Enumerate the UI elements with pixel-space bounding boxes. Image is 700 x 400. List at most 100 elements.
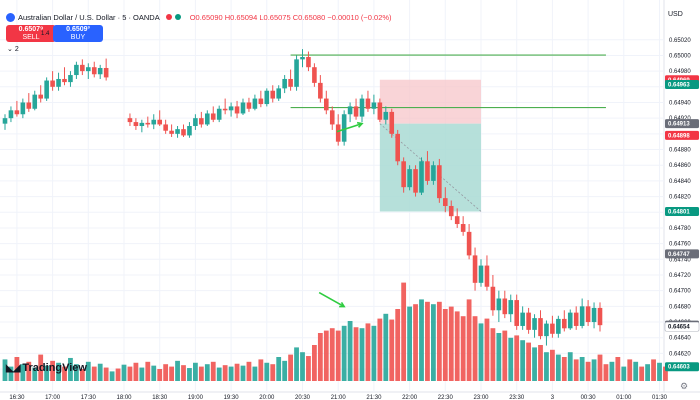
candle-body [14,110,20,115]
candle-body [91,67,97,75]
candle-body [26,102,32,109]
volume-bar [228,366,234,381]
candle-body [175,129,180,134]
volume-bar [395,309,401,381]
volume-bar [300,352,305,381]
price-badge-label: 0.64801 [668,209,690,215]
volume-bar [234,363,240,381]
candle-body [300,57,305,60]
volume-bar [633,361,639,381]
candle-body [246,102,252,109]
candle-body [448,205,454,217]
volume-bar [484,318,490,381]
volume-bar [32,367,38,381]
candle-body [216,108,222,120]
volume-bar [413,304,418,381]
candle-body [222,108,228,111]
candle-body [359,98,365,117]
volume-bar [615,357,621,381]
chevron-down-icon: ⌄ [7,46,13,53]
volume-arrow [318,291,345,308]
volume-bar [312,345,317,381]
volume-bar [532,347,537,381]
candle-body [324,98,329,111]
volume-bar [14,357,20,381]
candle-body [514,300,519,326]
volume-bar [26,361,32,381]
entry-arrow-head [356,121,364,128]
volume-bar [377,318,383,381]
volume-bar [2,359,8,381]
candle-body [264,90,270,105]
indicators-toggle[interactable]: ⌄ 2 [7,45,19,53]
time-tick-label: 23:30 [509,395,525,400]
candle-body [371,102,377,109]
buy-button[interactable]: 0.6509³ BUY [53,25,103,42]
sell-button[interactable]: 0.6507⁹ SELL [6,25,56,42]
volume-bar [240,365,246,381]
volume-bar [151,365,157,381]
volume-bar [448,306,454,381]
candle-body [276,88,281,99]
volume-bar [276,357,282,381]
volume-bar [609,361,615,381]
volume-bar [38,354,44,381]
price-tick-label: 0.65020 [669,38,691,44]
candle-body [181,129,186,136]
volume-bar [585,361,591,381]
volume-bar [288,354,293,381]
volume-bar [591,359,597,381]
candle-body [335,124,341,142]
candle-body [556,318,561,334]
candle-body [425,161,430,181]
time-tick-label: 22:30 [438,395,454,400]
currency-label[interactable]: USD [668,11,683,18]
time-tick-label: 20:30 [295,395,311,400]
symbol-title[interactable]: Australian Dollar / U.S. Dollar · 5 · OA… [18,12,160,22]
candle-body [329,110,335,125]
candle-body [490,286,496,311]
sell-price: 0.6507⁹ [18,26,44,33]
candle-body [103,67,109,78]
price-badge-label: 0.64654 [668,325,690,331]
volume-bar [353,327,359,381]
price-badge-label: 0.64603 [668,365,690,371]
volume-bar [91,366,97,381]
candle-body [193,118,198,127]
candle-body [20,102,26,115]
volume-bar [139,367,145,381]
volume-bar [109,371,115,381]
candle-body [270,90,276,99]
candle-body [86,67,91,72]
volume-bar [425,301,430,381]
volume-bar [621,366,627,381]
settings-gear-icon[interactable]: ⚙ [680,381,689,391]
price-tick-label: 0.64940 [669,100,691,106]
candle-body [133,122,139,127]
price-badge-label: 0.64913 [668,122,690,128]
volume-bar [20,364,26,381]
volume-bar [383,313,389,381]
price-tick-label: 0.64720 [669,273,691,279]
candle-body [567,312,573,329]
volume-bar [187,368,192,381]
sell-label: SELL [22,34,40,41]
buy-label: BUY [70,34,86,41]
candle-body [74,64,79,76]
candle-body [318,82,323,99]
candle-body [145,122,151,125]
volume-bar [222,365,228,381]
price-tick-label: 0.65000 [669,53,691,59]
candle-body [496,298,502,311]
candle-body [306,57,311,68]
candle-body [240,102,246,114]
price-badge-label: 0.64747 [668,252,690,258]
volume-bar [651,359,656,381]
spread-value: 1.4 [41,31,50,37]
candle-body [32,94,38,109]
volume-bar [97,363,103,381]
candle-body [454,216,460,225]
volume-bar [115,368,121,381]
candle-body [353,106,359,117]
